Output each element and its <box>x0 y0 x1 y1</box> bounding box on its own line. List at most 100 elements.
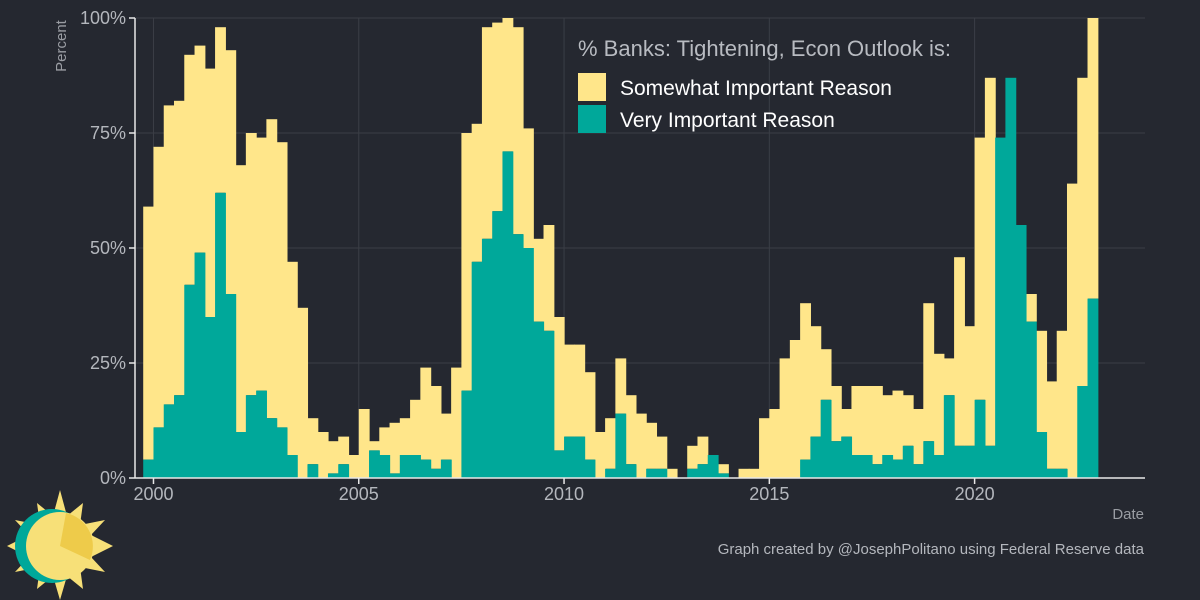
bar-very-important <box>512 234 524 478</box>
bar-somewhat-important <box>481 27 493 239</box>
bar-somewhat-important <box>1066 183 1078 478</box>
bar-very-important <box>964 445 976 478</box>
bar-very-important <box>215 192 226 479</box>
bar-very-important <box>184 284 196 478</box>
bar-somewhat-important <box>871 386 883 465</box>
bar-very-important <box>707 455 719 478</box>
bar-somewhat-important <box>666 468 678 478</box>
bar-very-important <box>481 238 493 478</box>
bar-very-important <box>533 321 545 478</box>
bar-very-important <box>194 252 206 478</box>
bar-somewhat-important <box>687 445 699 469</box>
bar-very-important <box>369 450 380 478</box>
bar-somewhat-important <box>553 317 565 451</box>
bar-very-important <box>841 436 853 478</box>
bar-somewhat-important <box>276 142 288 428</box>
bar-somewhat-important <box>1046 381 1058 469</box>
bar-very-important <box>256 390 267 478</box>
bar-very-important <box>984 445 996 478</box>
y-tick-label: 0% <box>100 468 126 488</box>
bar-somewhat-important <box>635 413 647 478</box>
bar-very-important <box>810 436 822 478</box>
bar-very-important <box>471 261 483 478</box>
bar-somewhat-important <box>451 367 463 478</box>
bar-somewhat-important <box>738 468 750 478</box>
y-tick-label: 25% <box>90 353 126 373</box>
bar-somewhat-important <box>656 436 668 469</box>
bar-very-important <box>338 464 350 478</box>
bar-somewhat-important <box>584 372 596 460</box>
bar-very-important <box>143 459 155 478</box>
bar-very-important <box>851 455 863 478</box>
bar-somewhat-important <box>861 386 873 455</box>
bar-somewhat-important <box>718 464 729 474</box>
bar-somewhat-important <box>399 418 411 455</box>
bar-somewhat-important <box>820 349 832 400</box>
bar-very-important <box>430 468 442 478</box>
sun-icon <box>7 490 113 600</box>
bar-very-important <box>276 427 288 478</box>
bar-somewhat-important <box>810 326 822 437</box>
bar-somewhat-important <box>892 390 904 460</box>
bar-somewhat-important <box>769 409 781 478</box>
bar-very-important <box>461 390 473 478</box>
caption: Graph created by @JosephPolitano using F… <box>718 541 1145 558</box>
x-axis-title: Date <box>1112 506 1144 523</box>
legend-title: % Banks: Tightening, Econ Outlook is: <box>578 36 951 61</box>
bar-somewhat-important <box>902 395 914 446</box>
bar-somewhat-important <box>615 358 627 414</box>
bar-somewhat-important <box>697 436 709 465</box>
bar-somewhat-important <box>1036 330 1048 432</box>
bar-somewhat-important <box>625 395 637 465</box>
x-tick-label: 2020 <box>955 484 995 504</box>
bar-somewhat-important <box>841 409 853 437</box>
bar-very-important <box>1077 386 1089 478</box>
bar-very-important <box>1036 432 1048 478</box>
y-axis-ticks: 0% 25% 50% 75% 100% <box>80 8 135 488</box>
bar-very-important <box>174 395 185 478</box>
bar-somewhat-important <box>574 344 586 437</box>
bar-very-important <box>553 450 565 478</box>
bar-somewhat-important <box>984 77 996 446</box>
bar-somewhat-important <box>974 137 986 400</box>
bar-somewhat-important <box>389 422 401 474</box>
bar-somewhat-important <box>933 353 945 455</box>
bar-somewhat-important <box>430 386 442 469</box>
bar-very-important <box>225 294 237 478</box>
bar-somewhat-important <box>256 137 267 391</box>
bar-very-important <box>625 464 637 478</box>
bar-very-important <box>954 445 965 478</box>
bar-somewhat-important <box>923 303 935 442</box>
bar-very-important <box>933 455 945 478</box>
bar-very-important <box>502 151 514 478</box>
bar-very-important <box>687 468 699 478</box>
legend-label-very: Very Important Reason <box>620 109 835 132</box>
very-important-bars <box>143 77 1099 479</box>
bar-very-important <box>204 317 216 478</box>
bar-somewhat-important <box>327 441 339 474</box>
y-axis-title: Percent <box>53 19 70 72</box>
bar-somewhat-important <box>420 367 432 460</box>
bar-very-important <box>923 441 935 478</box>
bar-somewhat-important <box>338 436 350 465</box>
bar-somewhat-important <box>204 68 216 317</box>
bar-somewhat-important <box>964 326 976 446</box>
bar-somewhat-important <box>184 54 196 285</box>
bar-very-important <box>307 464 319 478</box>
bar-somewhat-important <box>266 119 278 419</box>
bar-somewhat-important <box>913 409 924 465</box>
bar-somewhat-important <box>522 128 534 248</box>
x-tick-label: 2000 <box>133 484 173 504</box>
bar-very-important <box>153 427 165 478</box>
bar-somewhat-important <box>286 261 298 455</box>
bar-very-important <box>995 137 1007 478</box>
bar-very-important <box>420 459 432 478</box>
bar-somewhat-important <box>830 386 842 442</box>
bar-very-important <box>800 459 811 478</box>
bar-very-important <box>1025 321 1037 478</box>
bar-somewhat-important <box>358 409 370 478</box>
bar-somewhat-important <box>174 100 185 396</box>
bar-very-important <box>646 468 658 478</box>
bar-very-important <box>327 473 339 478</box>
legend-label-somewhat: Somewhat Important Reason <box>620 77 892 100</box>
